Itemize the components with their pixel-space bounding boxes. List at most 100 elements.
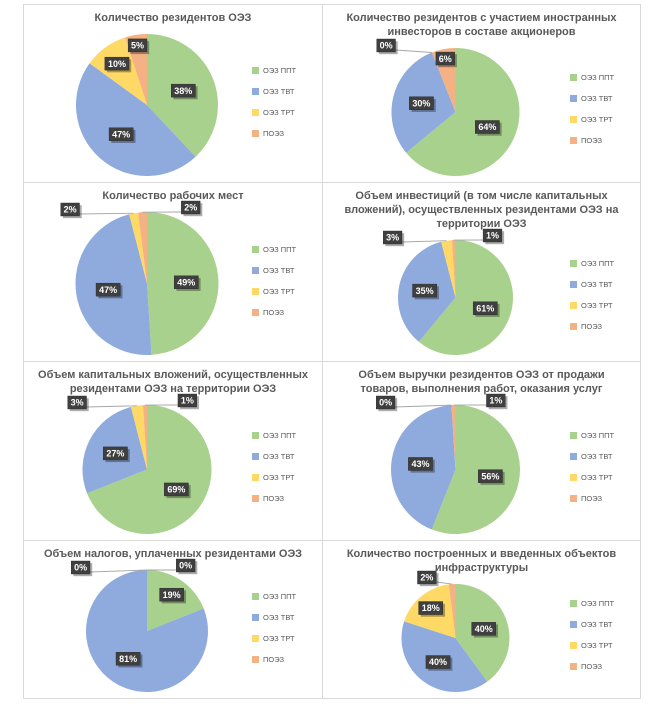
pie-chart: 69% 27% 3% 1% <box>67 393 212 535</box>
data-label-text: 10% <box>108 59 126 69</box>
data-label: 18% <box>418 601 446 617</box>
data-label-box <box>376 395 396 410</box>
legend-swatch <box>570 137 577 145</box>
pie-slice <box>431 405 520 535</box>
pie-chart: 38% 47% 10% 5% <box>75 34 218 177</box>
data-label: 0% <box>176 558 198 575</box>
legend-label: ПОЭЗ <box>581 662 603 672</box>
legend-label: ОЭЗ ТВТ <box>263 451 295 461</box>
data-label-box <box>103 446 128 461</box>
chart-title: Объем капитальных вложений, осуществленн… <box>38 369 308 396</box>
data-label-box <box>60 202 80 217</box>
legend-item: ОЭЗ ТВТ <box>570 94 632 103</box>
legend-label: ОЭЗ ППТ <box>263 430 297 440</box>
pie-plot-area: 56% 43% 0% 1% <box>329 393 570 537</box>
data-label-box <box>127 38 148 53</box>
pie-slice <box>142 405 147 470</box>
data-label-text: 6% <box>439 54 452 64</box>
pie-chart-cell-residents: Количество резидентов ОЭЗ 38% 47% 10% 5% ОЭ… <box>24 5 322 182</box>
data-label-text: 56% <box>481 472 499 482</box>
data-label-text: 0% <box>179 561 192 571</box>
legend-swatch <box>252 635 259 643</box>
pie-slice <box>129 212 147 284</box>
pie-slice <box>130 405 147 470</box>
pie-slice <box>418 240 513 356</box>
legend-item: ОЭЗ ТРТ <box>570 473 632 482</box>
legend-swatch <box>570 431 577 439</box>
data-label-box <box>425 655 451 669</box>
pie-plot-area: 49% 47% 2% 2% <box>30 200 252 358</box>
legend-label: ОЭЗ ТВТ <box>581 279 613 289</box>
chart-title: Количество построенных и введенных объек… <box>346 548 617 575</box>
data-label: 56% <box>478 469 505 486</box>
pie-plot-area: 19% 81% 0% 0% <box>30 558 252 695</box>
data-label: 3% <box>67 395 89 412</box>
legend-label: ОЭЗ ТВТ <box>263 613 295 623</box>
legend-item: ПОЭЗ <box>252 308 314 317</box>
chart-title: Объем налогов, уплаченных резидентами ОЭ… <box>43 548 303 560</box>
legend-item: ОЭЗ ТРТ <box>252 634 314 643</box>
legend-label: ПОЭЗ <box>581 321 603 331</box>
chart-legend: ОЭЗ ППТ ОЭЗ ТВТ ОЭЗ ТРТ ПОЭЗ <box>252 25 316 179</box>
data-label: 40% <box>471 622 499 638</box>
pie-plot-area: 61% 35% 3% 1% <box>329 229 570 358</box>
chart-body: 64% 30% 6% 0% ОЭЗ ППТ ОЭЗ ТВТ ОЭЗ ТРТ ПОЭЗ <box>329 38 634 179</box>
data-label: 38% <box>171 84 198 100</box>
data-label-box <box>95 283 121 297</box>
pie-slice <box>451 240 456 298</box>
legend-label: ОЭЗ ТРТ <box>581 115 613 125</box>
legend-swatch <box>252 452 259 460</box>
legend-label: ПОЭЗ <box>263 655 285 665</box>
chart-legend: ОЭЗ ППТ ОЭЗ ТВТ ОЭЗ ТРТ ПОЭЗ <box>570 231 634 358</box>
data-label-text: 0% <box>74 563 87 573</box>
data-label: 61% <box>472 301 500 318</box>
pie-plot-area: 64% 30% 6% 0% <box>329 38 570 179</box>
legend-item: ОЭЗ ТВТ <box>570 280 632 289</box>
legend-item: ОЭЗ ТРТ <box>252 473 314 482</box>
data-label: 0% <box>71 560 93 577</box>
legend-item: ОЭЗ ППТ <box>252 66 314 75</box>
data-label-box <box>176 558 196 573</box>
data-label-text: 47% <box>99 285 117 295</box>
chart-body: 40% 40% 18% 2% ОЭЗ ППТ ОЭЗ ТВТ ОЭЗ ТРТ ПОЭЗ <box>329 570 634 695</box>
legend-swatch <box>570 663 577 671</box>
legend-item: ОЭЗ ТВТ <box>570 452 632 461</box>
pie-chart-cell-capital-investments: Объем капитальных вложений, осуществленн… <box>24 362 322 540</box>
legend-swatch <box>570 621 577 629</box>
data-label-box <box>417 570 437 585</box>
pie-chart-cell-taxes: Объем налогов, уплаченных резидентами ОЭ… <box>24 541 322 698</box>
legend-swatch <box>252 431 259 439</box>
legend-swatch <box>252 494 259 502</box>
data-label-box <box>435 52 455 66</box>
legend-label: ПОЭЗ <box>263 129 285 139</box>
legend-swatch <box>570 95 577 103</box>
data-label: 81% <box>115 652 143 668</box>
legend-label: ОЭЗ ППТ <box>263 244 297 254</box>
data-label: 1% <box>177 393 199 410</box>
legend-item: ОЭЗ ТВТ <box>252 452 314 461</box>
legend-label: ОЭЗ ППТ <box>263 592 297 602</box>
legend-swatch <box>252 245 259 253</box>
data-label: 49% <box>174 275 201 292</box>
legend-label: ОЭЗ ТВТ <box>581 620 613 630</box>
data-label-box <box>486 393 506 408</box>
data-label-box <box>171 84 196 98</box>
chart-legend: ОЭЗ ППТ ОЭЗ ТВТ ОЭЗ ТРТ ПОЭЗ <box>252 561 316 695</box>
legend-swatch <box>570 473 577 481</box>
data-label-text: 61% <box>476 304 494 314</box>
legend-item: ОЭЗ ППТ <box>252 592 314 601</box>
pie-chart: 61% 35% 3% 1% <box>383 229 513 356</box>
leader-line <box>79 212 134 215</box>
legend-swatch <box>252 614 259 622</box>
legend-label: ОЭЗ ППТ <box>581 599 615 609</box>
chart-title: Количество рабочих мест <box>102 190 244 202</box>
data-label-text: 1% <box>486 231 499 241</box>
pie-slice <box>406 48 520 177</box>
legend-item: ОЭЗ ТВТ <box>252 87 314 96</box>
legend-swatch <box>252 656 259 664</box>
data-label-text: 27% <box>106 449 124 459</box>
chart-legend: ОЭЗ ППТ ОЭЗ ТВТ ОЭЗ ТРТ ПОЭЗ <box>252 396 316 537</box>
legend-label: ОЭЗ ТВТ <box>263 265 295 275</box>
pie-chart: 40% 40% 18% 2% <box>401 570 510 693</box>
pie-plot-area: 69% 27% 3% 1% <box>30 393 252 537</box>
